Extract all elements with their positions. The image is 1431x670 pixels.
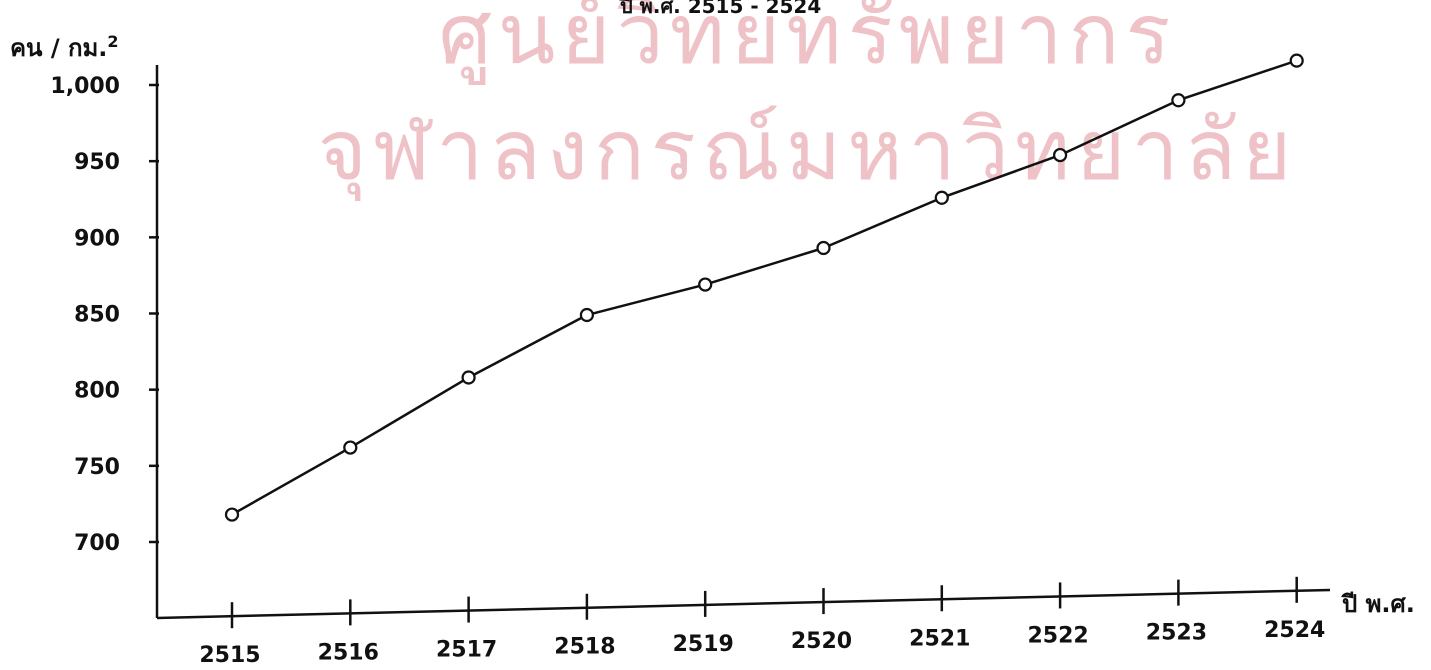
x-tick-label: 2516 bbox=[318, 640, 379, 665]
x-axis-label: ปี พ.ศ. bbox=[1342, 590, 1415, 618]
y-tick-label: 1,000 bbox=[50, 74, 120, 99]
data-point bbox=[698, 277, 713, 292]
y-axis-label-superscript: 2 bbox=[107, 32, 119, 51]
x-tick-label: 2521 bbox=[909, 626, 970, 651]
watermark-line-1: ศูนย์วิทยทรัพยากร bbox=[438, 0, 1177, 83]
x-tick-label: 2523 bbox=[1146, 621, 1207, 646]
y-tick-label: 850 bbox=[74, 303, 120, 328]
y-tick-label: 900 bbox=[74, 226, 120, 251]
x-tick-label: 2522 bbox=[1027, 623, 1088, 648]
data-point bbox=[224, 507, 240, 522]
chart-title: ปี พ.ศ. 2515 - 2524 bbox=[620, 0, 822, 18]
x-tick-label: 2520 bbox=[791, 629, 852, 654]
data-point bbox=[579, 307, 595, 323]
x-tick-label: 2524 bbox=[1264, 618, 1325, 643]
x-tick-label: 2515 bbox=[199, 643, 260, 668]
x-tick-label: 2518 bbox=[554, 635, 615, 660]
data-point bbox=[1171, 93, 1186, 108]
data-point bbox=[461, 370, 476, 385]
data-point bbox=[1289, 53, 1304, 68]
data-point bbox=[343, 440, 358, 455]
y-tick-label: 750 bbox=[74, 455, 120, 480]
y-tick-label: 700 bbox=[74, 531, 120, 556]
data-point bbox=[934, 190, 949, 205]
y-axis-label: คน / กม.2 bbox=[10, 28, 119, 67]
data-point bbox=[816, 240, 831, 256]
x-ticks: 2515 2516 2517 2518 2519 2520 2521 2522 2523 2524 bbox=[199, 576, 1325, 668]
data-point bbox=[1052, 147, 1068, 163]
y-tick-label: 800 bbox=[74, 379, 120, 404]
x-axis-line bbox=[156, 588, 1331, 620]
series-line bbox=[231, 59, 1298, 516]
y-tick-label: 950 bbox=[74, 150, 120, 175]
x-tick-label: 2517 bbox=[436, 638, 497, 663]
y-axis-label-text: คน / กม. bbox=[10, 34, 108, 62]
x-tick-label: 2519 bbox=[673, 632, 734, 657]
y-ticks: 700 750 800 850 900 950 1,000 bbox=[50, 74, 159, 556]
chart-axes bbox=[155, 65, 1331, 620]
series-group bbox=[224, 53, 1304, 522]
